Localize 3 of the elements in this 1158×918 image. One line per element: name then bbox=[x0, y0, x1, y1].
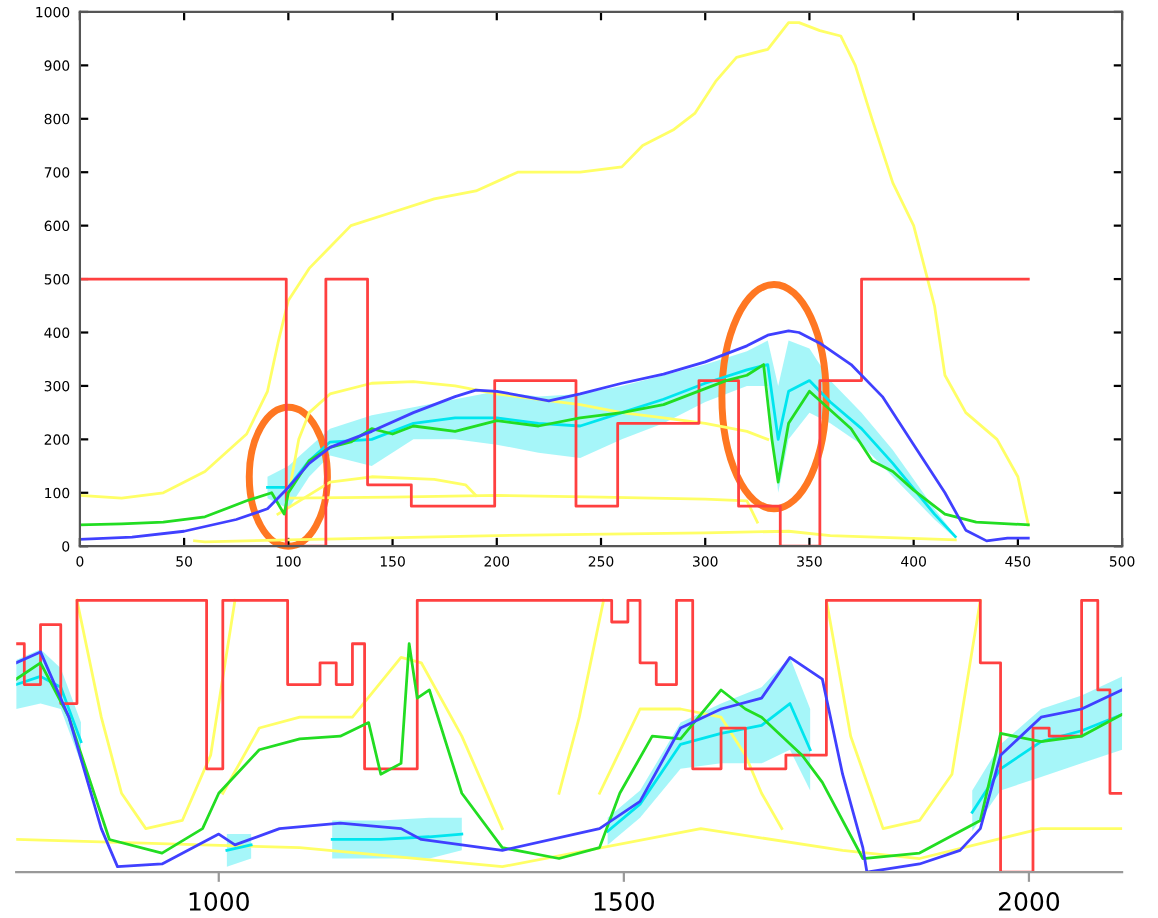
x-tick-label: 2000 bbox=[998, 891, 1060, 911]
x-tick-label: 1000 bbox=[189, 891, 249, 911]
x-tick-label: 1500 bbox=[594, 891, 654, 911]
